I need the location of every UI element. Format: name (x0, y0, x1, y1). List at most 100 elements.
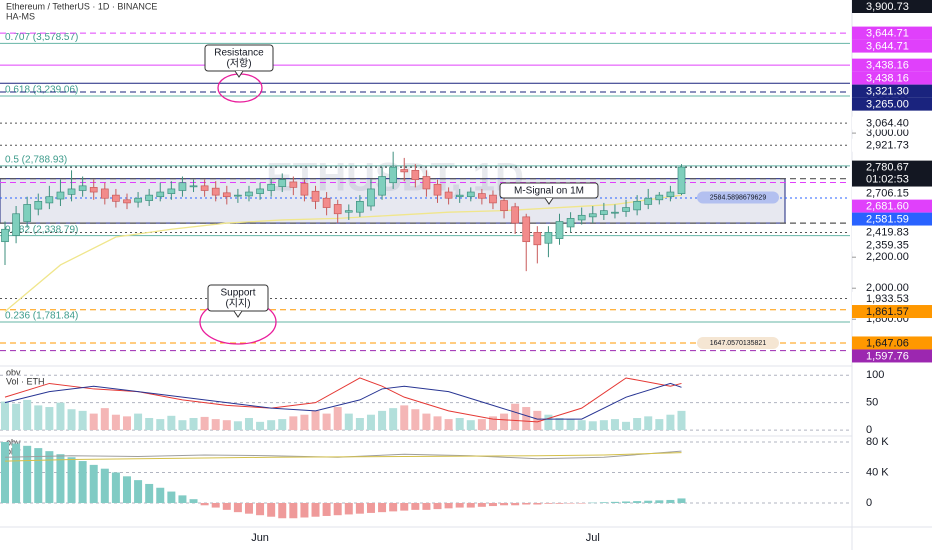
candle-body (444, 191, 453, 199)
volume-bar (666, 414, 675, 431)
y-tick-label: 0 (866, 497, 872, 509)
price-badge (852, 84, 932, 98)
y-tick-label: 0 (866, 424, 872, 436)
volume-bar (522, 407, 531, 431)
histogram-bar (677, 498, 686, 504)
volume-bar (56, 402, 65, 431)
volume-bar (267, 420, 276, 431)
volume-bar (278, 419, 287, 431)
volume-bar (477, 419, 486, 431)
annotation-text: (지지) (225, 298, 250, 310)
histogram-bar (156, 487, 165, 504)
volume-bar (366, 414, 375, 431)
histogram-bar (366, 503, 375, 513)
volume-bar (167, 415, 176, 431)
annotation-text: (저항) (226, 58, 251, 70)
histogram-bar (300, 503, 309, 518)
candle-body (234, 194, 242, 197)
histogram-bar (23, 445, 32, 504)
price-badge (852, 58, 932, 72)
histogram-bar (289, 503, 298, 519)
price-badge-label: 3,644.71 (866, 27, 909, 39)
candle-body (533, 232, 542, 246)
price-badge (852, 238, 932, 252)
histogram-bar (100, 468, 109, 504)
indicator-line (4, 382, 682, 420)
histogram-bar (466, 503, 475, 508)
volume-bar (500, 413, 509, 431)
volume-bar (145, 418, 154, 431)
x-tick-label: Jun (251, 532, 269, 544)
y-tick-label: 3,000.00 (866, 127, 909, 139)
volume-bar (455, 418, 464, 431)
histogram-bar (111, 472, 120, 504)
histogram-bar (89, 464, 98, 504)
candle-body (289, 181, 298, 188)
candle-body (211, 187, 220, 196)
price-badge-label: 3,321.30 (866, 86, 909, 98)
candle-body (400, 169, 409, 173)
volume-bar (178, 420, 187, 431)
histogram-bar (444, 503, 453, 509)
candle-body (134, 197, 142, 203)
price-badge (852, 225, 932, 239)
volume-bar (577, 420, 586, 431)
floating-label: 1647.0570135821 (710, 340, 767, 347)
volume-bar (422, 413, 431, 431)
volume-bar (622, 421, 631, 431)
candle-body (200, 185, 209, 191)
chart-title: Ethereum / TetherUS · 1D · BINANCE (6, 1, 157, 11)
candle-body (666, 191, 675, 198)
candle-body (455, 194, 464, 198)
histogram-bar (267, 503, 276, 517)
volume-bar (533, 410, 542, 431)
price-badge (852, 336, 932, 350)
price-badge (852, 39, 932, 53)
histogram-bar (544, 503, 553, 504)
candle-body (511, 206, 519, 224)
candle-body (322, 197, 331, 208)
candle-body (600, 210, 608, 215)
histogram-bar (378, 503, 387, 513)
indicator-line (4, 452, 682, 462)
volume-bar (300, 414, 309, 431)
price-badge (852, 116, 932, 130)
candle-body (278, 179, 287, 187)
price-badge-label: 3,064.40 (866, 118, 909, 130)
volume-bar (599, 420, 608, 431)
price-badge-label: 3,438.16 (866, 73, 909, 85)
histogram-bar (256, 503, 265, 516)
candle-body (189, 185, 198, 188)
candle-body (577, 214, 586, 221)
price-badge (852, 305, 932, 319)
price-badge-label: 2,706.15 (866, 188, 909, 200)
price-badge (852, 26, 932, 40)
floating-label-box (697, 191, 779, 204)
histogram-bar (633, 501, 642, 504)
histogram-bar (577, 503, 586, 504)
candle-body (588, 213, 597, 218)
histogram-bar (222, 503, 231, 510)
fib-label: 0.618 (3,239.06) (5, 85, 78, 96)
histogram-bar (233, 503, 242, 513)
candle-body (45, 196, 54, 204)
volume-bar (644, 416, 653, 431)
histogram-bar (566, 503, 575, 504)
histogram-bar (278, 503, 287, 519)
volume-bar (134, 413, 143, 431)
volume-bar (256, 421, 265, 431)
volume-bar (78, 410, 87, 431)
histogram-bar (355, 503, 364, 514)
histogram-bar (322, 503, 331, 516)
candle-body (389, 166, 397, 184)
candle-body (222, 192, 231, 198)
volume-bar (100, 408, 109, 431)
price-badge-label: 3,265.00 (866, 99, 909, 111)
candle-body (67, 188, 76, 195)
volume-bar (12, 403, 21, 431)
candle-body (311, 190, 320, 202)
floating-label: 2584.5898679629 (710, 194, 767, 201)
histogram-bar (145, 483, 154, 504)
callout-pointer (233, 310, 243, 318)
